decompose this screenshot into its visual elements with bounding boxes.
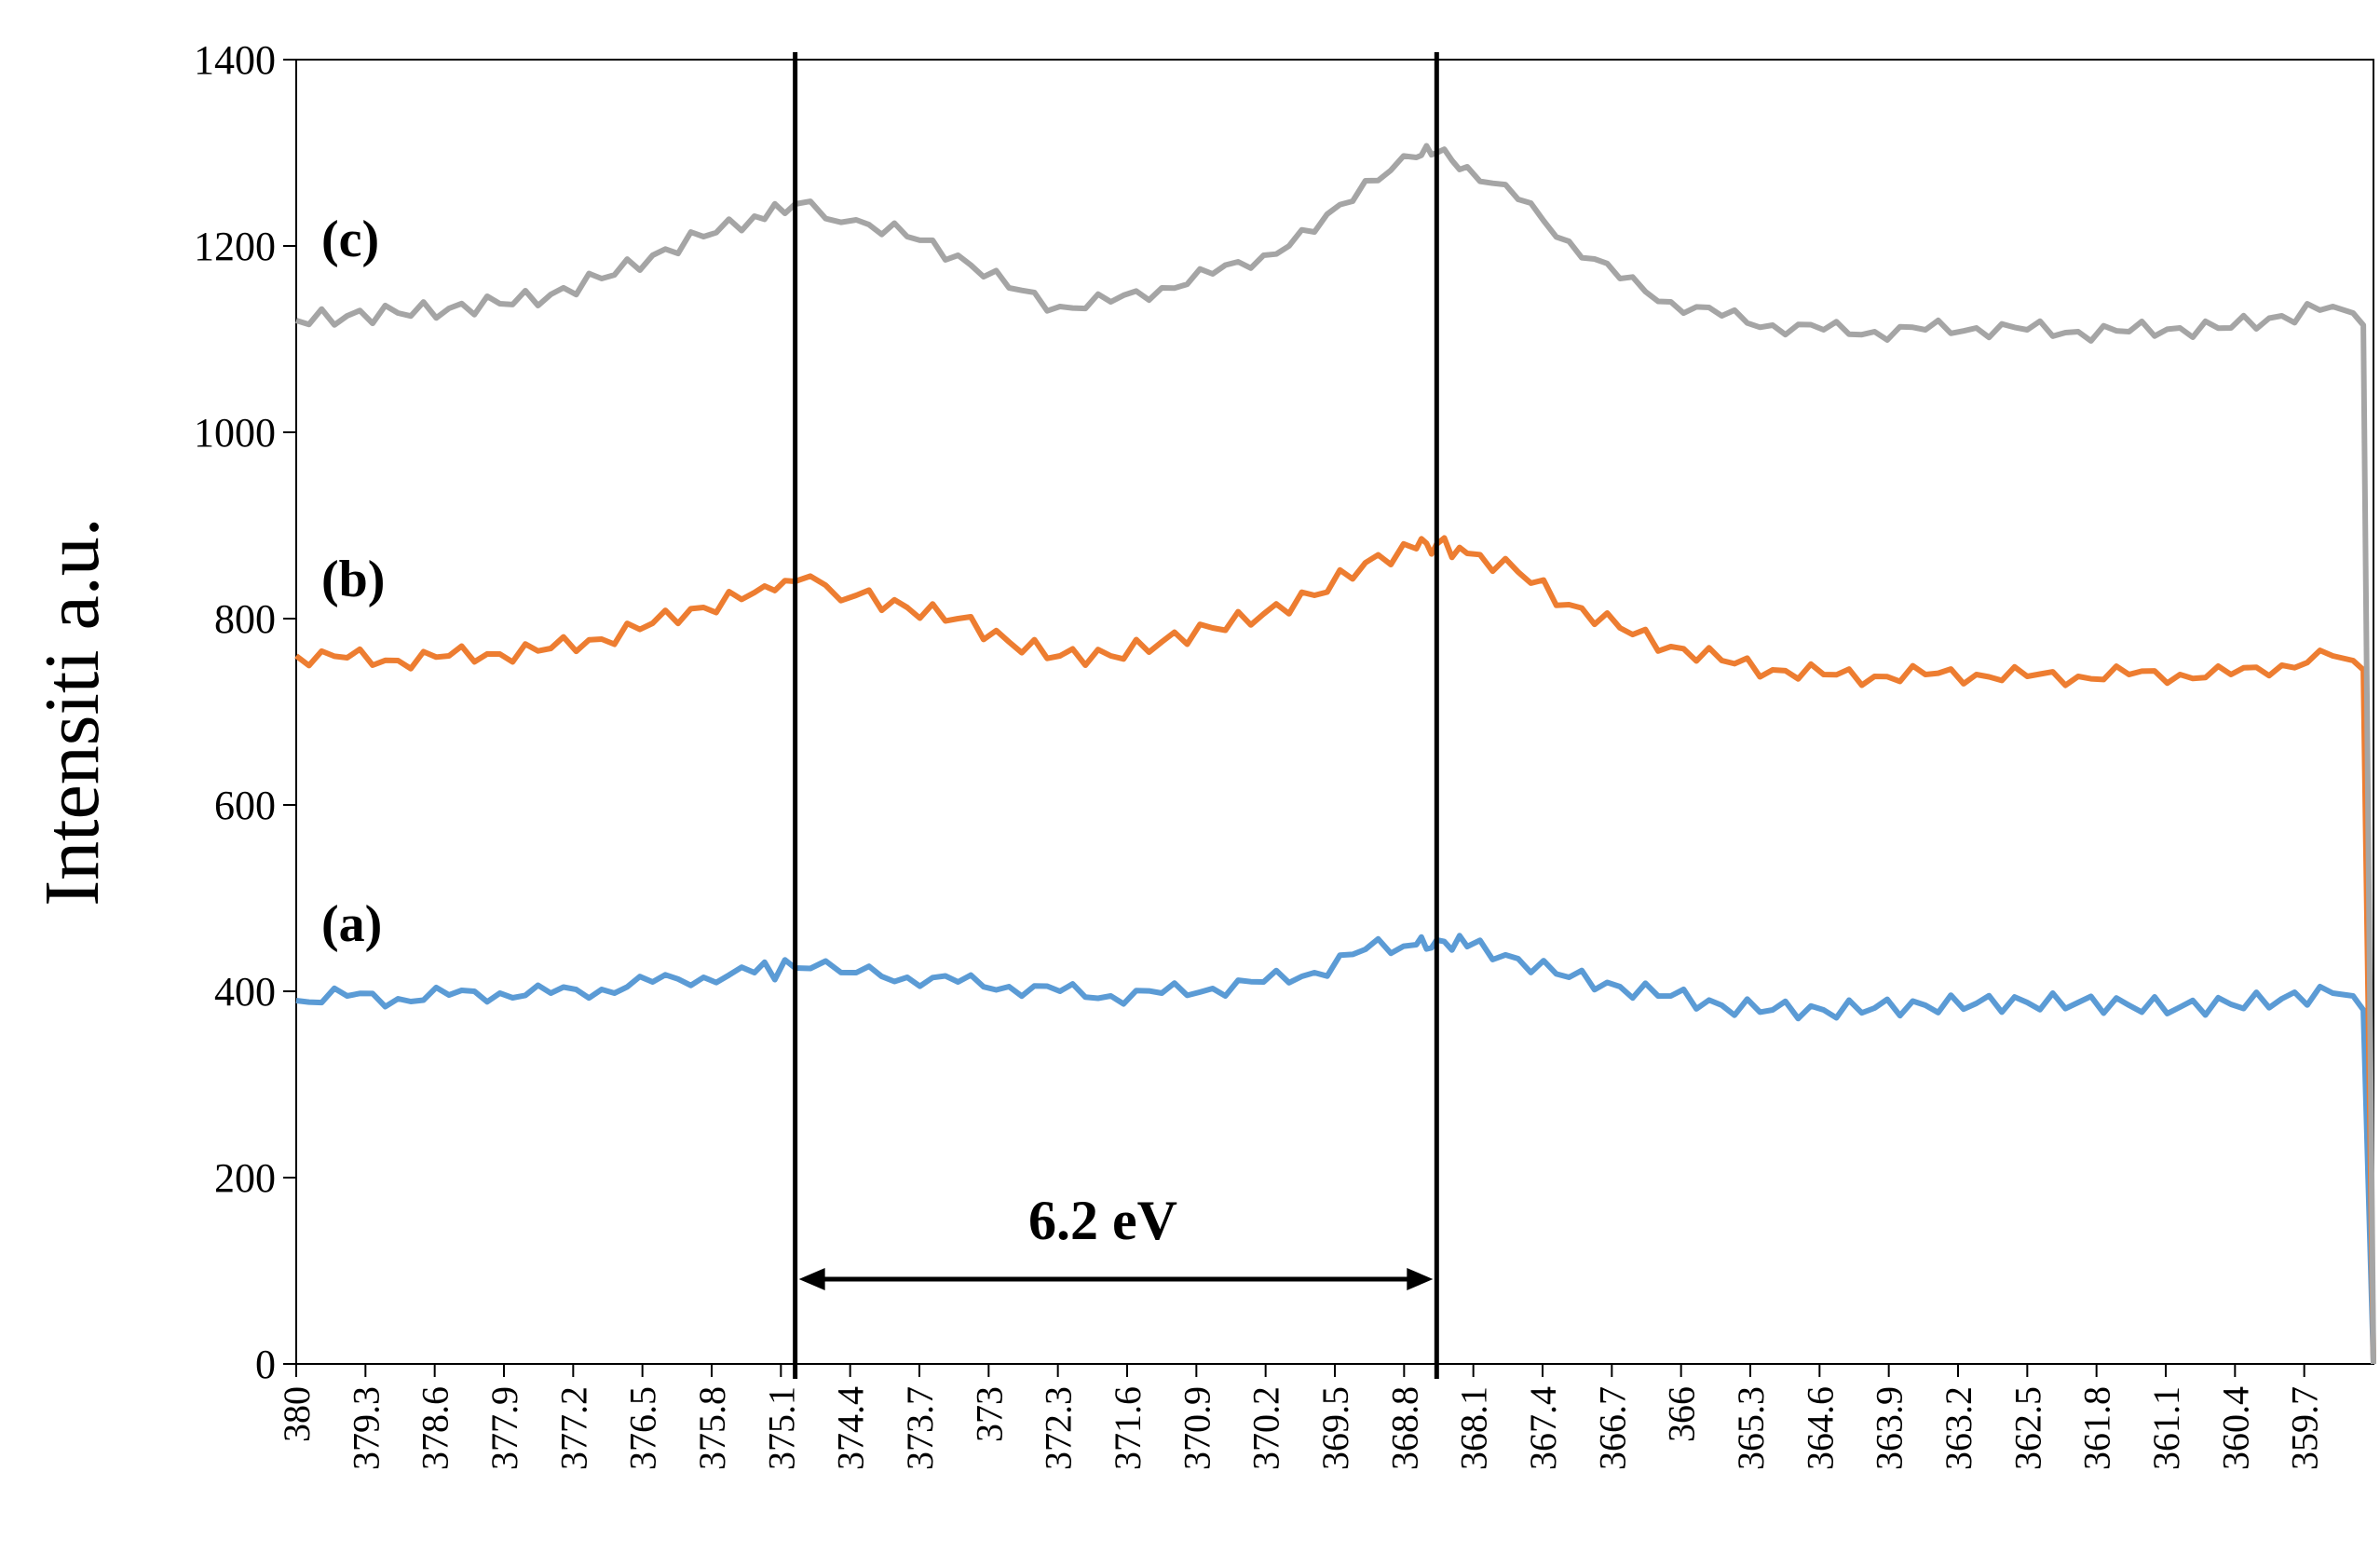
- span-arrow-head-left: [798, 1268, 825, 1290]
- plot-area-frame: [295, 59, 2374, 1365]
- series-line: [295, 143, 2376, 1365]
- y-tick-label: 800: [214, 596, 276, 642]
- series-line: [294, 535, 2376, 1365]
- y-tick-label: 1200: [194, 224, 276, 269]
- x-tick-label: 361.1: [2145, 1386, 2187, 1470]
- x-tick-label: 370.2: [1245, 1386, 1287, 1470]
- x-tick-label: 365.3: [1730, 1386, 1772, 1470]
- x-tick-label: 359.7: [2284, 1386, 2326, 1470]
- y-tick-label: 0: [255, 1342, 276, 1387]
- x-tick-label: 368.8: [1383, 1386, 1425, 1470]
- x-tick-label: 361.8: [2076, 1386, 2118, 1470]
- x-tick-label: 366: [1661, 1386, 1703, 1442]
- x-tick-label: 363.2: [1938, 1386, 1979, 1470]
- x-tick-label: 366.7: [1591, 1386, 1633, 1470]
- x-tick-label: 376.5: [622, 1386, 664, 1470]
- axis-layer: 0 200 400 600 800 1000 1200 1400 380 379.3 378.6 37…: [194, 37, 2326, 1470]
- span-annotation-label: 6.2 eV: [1028, 1190, 1177, 1251]
- series-line: [295, 933, 2376, 1365]
- x-tick-label: 373: [968, 1386, 1010, 1442]
- x-tick-label: 369.5: [1314, 1386, 1356, 1470]
- x-tick-label: 360.4: [2214, 1386, 2256, 1470]
- y-tick-label: 1400: [194, 37, 276, 83]
- annotation-layer: [793, 52, 1439, 1379]
- x-tick-label: 370.9: [1176, 1386, 1217, 1470]
- x-tick-label: 362.5: [2006, 1386, 2048, 1470]
- x-tick-label: 379.3: [345, 1386, 387, 1470]
- series-label-a: (a): [321, 895, 382, 953]
- y-tick-label: 600: [214, 783, 276, 828]
- span-arrow-head-right: [1407, 1268, 1434, 1290]
- x-tick-label: 367.4: [1522, 1386, 1564, 1470]
- x-tick-label: 377.9: [483, 1386, 525, 1470]
- x-tick-label: 372.3: [1038, 1386, 1080, 1470]
- y-tick-label: 1000: [194, 410, 276, 456]
- x-tick-label: 375.8: [691, 1386, 733, 1470]
- x-tick-label: 368.1: [1453, 1386, 1495, 1470]
- x-tick-label: 363.9: [1869, 1386, 1911, 1470]
- x-tick-label: 375.1: [760, 1386, 802, 1470]
- x-tick-label: 378.6: [415, 1386, 456, 1470]
- series-label-c: (c): [321, 211, 379, 268]
- x-tick-label: 374.4: [830, 1386, 872, 1470]
- x-tick-label: 380: [276, 1386, 318, 1442]
- y-axis-label: Intensiti a.u.: [29, 517, 116, 906]
- x-tick-label: 373.7: [899, 1386, 941, 1470]
- y-tick-label: 200: [214, 1155, 276, 1201]
- x-tick-label: 377.2: [552, 1386, 594, 1470]
- x-tick-label: 364.6: [1799, 1386, 1841, 1470]
- y-tick-label: 400: [214, 969, 276, 1015]
- x-tick-label: 371.6: [1107, 1386, 1149, 1470]
- series-label-b: (b): [321, 551, 385, 608]
- series-layer: [294, 143, 2376, 1365]
